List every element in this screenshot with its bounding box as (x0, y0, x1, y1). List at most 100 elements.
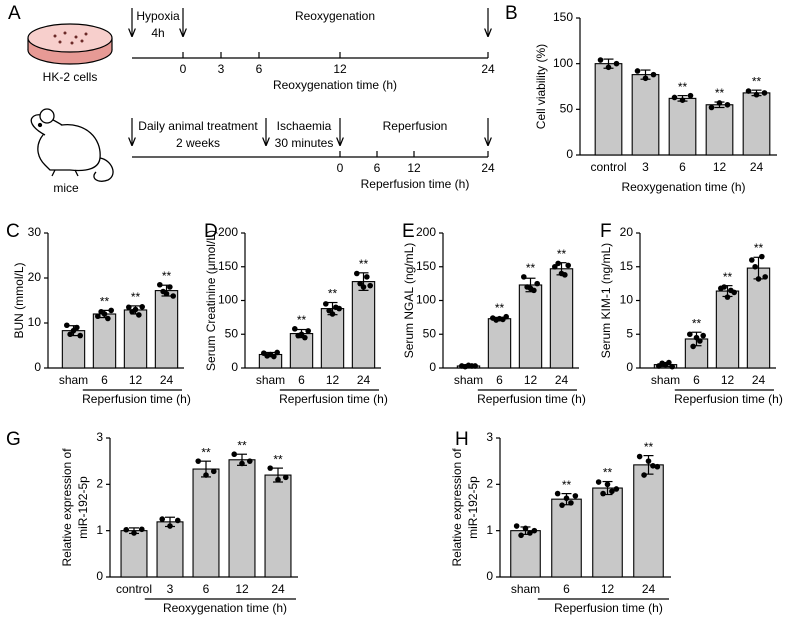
y-axis-label: miR-192-5p (76, 476, 90, 539)
bar (92, 313, 117, 369)
category-label: 6 (101, 373, 108, 387)
category-label: sham (651, 373, 680, 387)
data-point (679, 97, 686, 103)
data-point (267, 465, 274, 471)
panel-letter: G (6, 429, 21, 450)
data-point (77, 332, 83, 339)
data-point (329, 311, 336, 317)
data-point (305, 328, 311, 334)
data-point (721, 284, 727, 290)
data-point (302, 334, 308, 341)
data-point (724, 294, 731, 300)
bar (668, 97, 697, 156)
data-point (323, 301, 329, 307)
y-tick-label: 20 (28, 270, 42, 284)
data-point (700, 332, 706, 339)
bar (192, 468, 220, 578)
x-axis-label: Reperfusion time (h) (477, 392, 586, 406)
data-point (687, 92, 694, 99)
bar (705, 104, 734, 156)
phase-label: 2 weeks (176, 136, 220, 150)
bar (551, 498, 582, 578)
data-point (336, 305, 342, 312)
bar (746, 267, 771, 369)
data-point (745, 88, 752, 94)
data-point (174, 517, 181, 524)
data-point (239, 460, 245, 467)
category-label: 24 (752, 373, 766, 387)
bar (518, 284, 543, 369)
y-tick-label: 20 (620, 225, 634, 239)
category-label: 3 (167, 582, 174, 596)
mouse-icon (30, 108, 114, 182)
panel-letter: F (600, 221, 612, 242)
data-point (503, 313, 509, 320)
data-point (132, 306, 139, 313)
data-point (716, 100, 723, 106)
data-point (554, 490, 561, 497)
category-label: 24 (642, 582, 656, 596)
bar (592, 487, 623, 578)
y-tick-label: 0 (626, 360, 633, 374)
y-tick-label: 100 (553, 56, 573, 70)
data-point (74, 324, 80, 331)
data-point (364, 274, 370, 280)
category-label: 12 (235, 582, 249, 596)
data-point (534, 280, 540, 287)
data-point (671, 94, 678, 101)
y-tick-label: 0 (231, 360, 238, 374)
bar (156, 521, 184, 578)
data-point (634, 68, 641, 74)
bar (594, 63, 623, 156)
data-point (597, 57, 604, 63)
significance-label: ** (237, 438, 247, 452)
y-tick-label: 15 (620, 259, 634, 273)
bar (487, 318, 512, 369)
bar (631, 74, 660, 156)
significance-label: ** (603, 466, 613, 480)
y-tick-label: 200 (218, 225, 238, 239)
data-point (95, 313, 101, 320)
data-point (645, 458, 652, 464)
y-tick-label: 50 (423, 326, 437, 340)
data-point (105, 315, 111, 322)
bar (351, 281, 376, 369)
data-point (650, 71, 657, 78)
data-point (157, 281, 163, 288)
y-axis-label: Relative expression of (450, 448, 464, 567)
cell-label: HK-2 cells (43, 70, 98, 84)
category-label: 3 (642, 160, 649, 174)
data-point (195, 458, 202, 464)
petri-dish (27, 23, 113, 65)
data-point (636, 453, 643, 460)
phase-label: Reoxygenation (295, 9, 375, 23)
data-point (690, 343, 696, 350)
data-point (595, 479, 602, 485)
category-label: 24 (555, 373, 569, 387)
data-point (531, 527, 538, 534)
significance-label: ** (201, 445, 211, 459)
y-tick-label: 0 (486, 569, 493, 583)
data-point (759, 253, 765, 260)
category-label: 24 (357, 373, 371, 387)
significance-label: ** (678, 80, 688, 94)
category-label: 12 (129, 373, 143, 387)
data-point (67, 331, 73, 338)
mouse-label: mice (53, 181, 79, 195)
data-point (613, 486, 620, 492)
panel-letter: D (204, 221, 218, 242)
y-tick-label: 2 (486, 477, 493, 491)
significance-label: ** (557, 247, 567, 261)
timeline-tick-label: 24 (481, 161, 495, 175)
y-tick-label: 3 (486, 430, 493, 444)
category-label: 24 (160, 373, 174, 387)
y-tick-label: 50 (225, 326, 239, 340)
bar (289, 333, 314, 369)
x-axis-label: Reperfusion time (h) (674, 392, 783, 406)
y-tick-label: 150 (218, 259, 238, 273)
significance-label: ** (495, 301, 505, 315)
timeline-tick-label: 12 (407, 161, 421, 175)
category-label: 12 (326, 373, 340, 387)
category-label: 12 (721, 373, 735, 387)
data-point (203, 472, 209, 478)
